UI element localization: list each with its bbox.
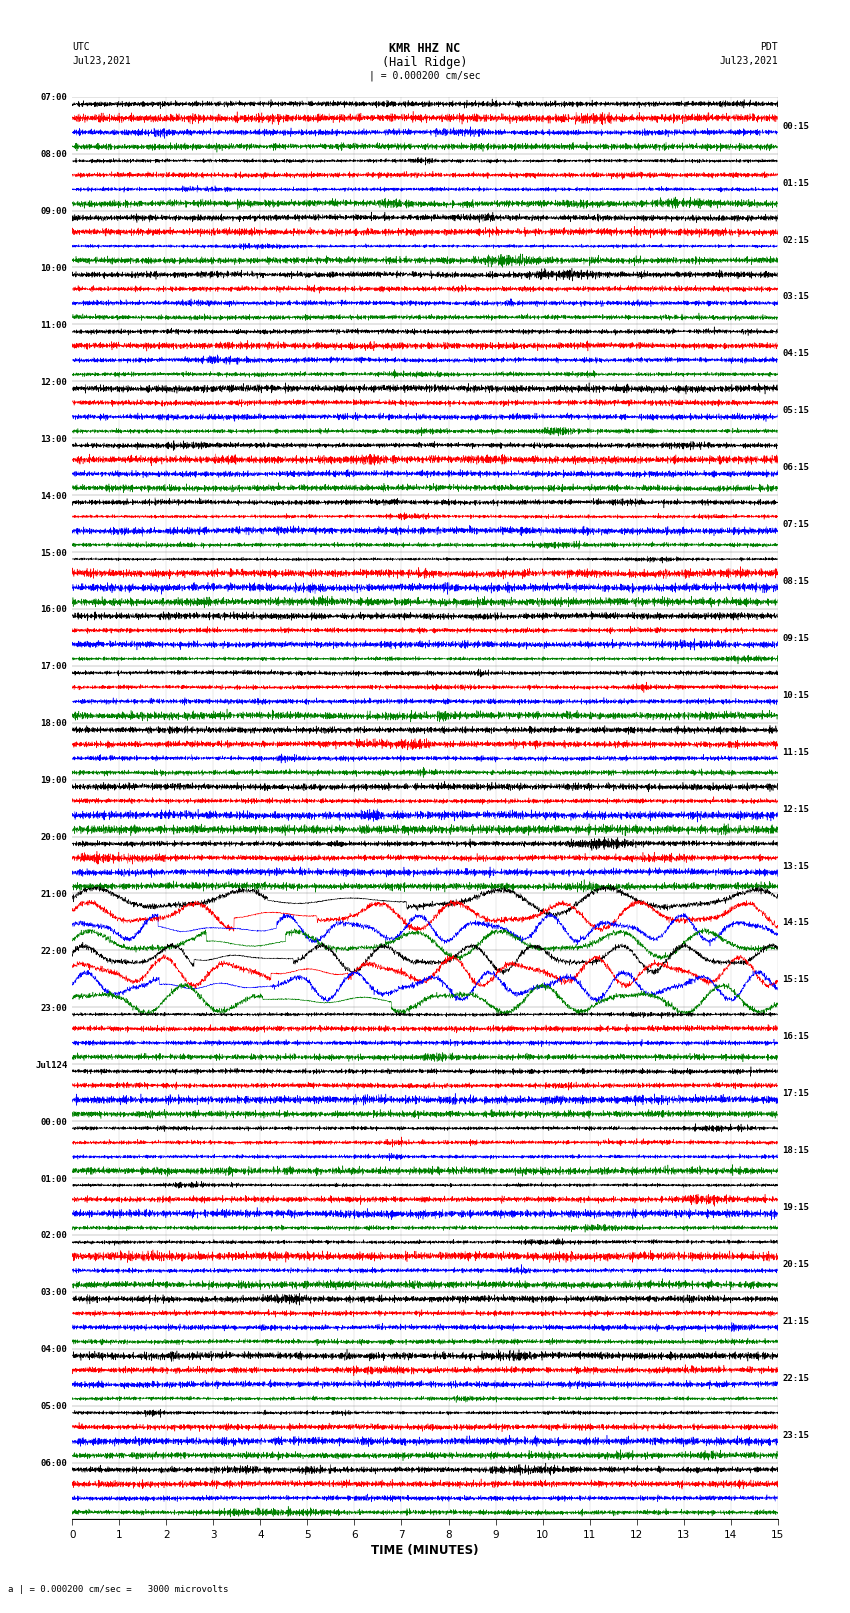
Text: UTC: UTC (72, 42, 90, 52)
Text: Jul23,2021: Jul23,2021 (72, 56, 131, 66)
Text: PDT: PDT (760, 42, 778, 52)
Text: | = 0.000200 cm/sec: | = 0.000200 cm/sec (369, 71, 481, 82)
Text: (Hail Ridge): (Hail Ridge) (382, 56, 468, 69)
Text: KMR HHZ NC: KMR HHZ NC (389, 42, 461, 55)
Text: Jul23,2021: Jul23,2021 (719, 56, 778, 66)
X-axis label: TIME (MINUTES): TIME (MINUTES) (371, 1544, 479, 1557)
Text: a | = 0.000200 cm/sec =   3000 microvolts: a | = 0.000200 cm/sec = 3000 microvolts (8, 1584, 229, 1594)
